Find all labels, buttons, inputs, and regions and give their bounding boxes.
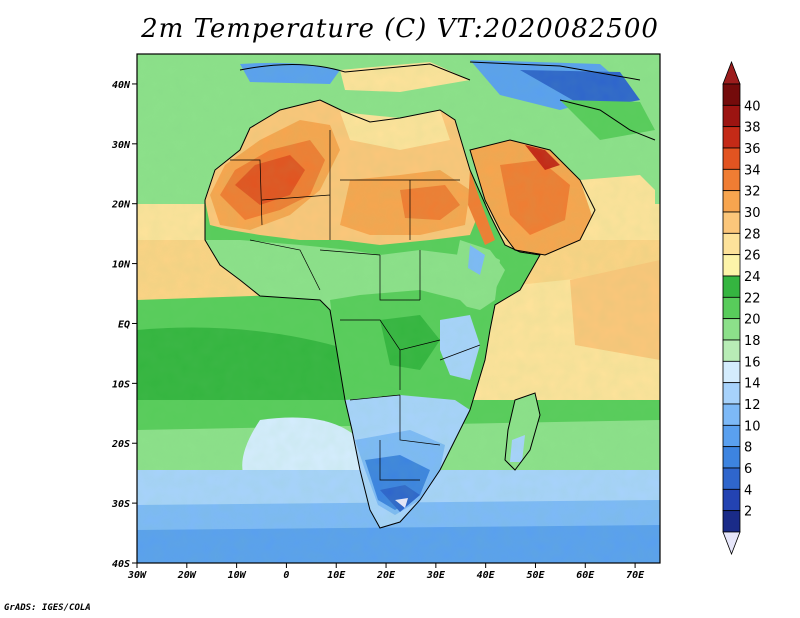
x-tick-label: 30E [426, 570, 446, 581]
colorbar-segment [722, 254, 741, 277]
y-tick-label: 20S [111, 439, 130, 450]
plot-frame [136, 53, 661, 564]
y-tick-label: 30N [111, 140, 131, 151]
colorbar-label: 14 [744, 377, 761, 392]
colorbar-segment [722, 488, 741, 512]
colorbar-label: 8 [744, 441, 752, 456]
colorbar-segment [722, 104, 741, 128]
x-tick-label: 10E [327, 570, 346, 581]
colorbar-label: 36 [744, 142, 761, 157]
x-axis-ticks: 30W 20W 10W 0 10E 20E 30E 40E 50E 60E 70E [127, 563, 645, 581]
colorbar-label: 26 [744, 249, 761, 264]
colorbar-segment [722, 275, 741, 298]
colorbar-label: 24 [744, 270, 761, 285]
x-tick-label: 20E [376, 570, 396, 581]
colorbar-label: 22 [744, 291, 761, 306]
colorbar-label: 10 [744, 419, 761, 434]
colorbar-segment [722, 318, 741, 341]
x-tick-label: 0 [283, 570, 289, 581]
x-tick-label: 20W [177, 570, 197, 581]
colorbar-label: 16 [744, 355, 761, 370]
y-axis-ticks: 40N 30N 20N 10N EQ 10S 20S 30S 40S [111, 80, 137, 570]
x-tick-label: 30W [127, 570, 147, 581]
colorbar-label: 4 [744, 483, 752, 498]
temperature-field [137, 54, 660, 563]
colorbar-segment [722, 190, 741, 213]
colorbar-label: 30 [744, 206, 761, 221]
colorbar-segment [722, 126, 741, 149]
colorbar-segment [722, 382, 741, 405]
x-tick-label: 10W [228, 570, 247, 581]
y-tick-label: 30S [111, 499, 130, 510]
x-tick-label: 50E [526, 570, 545, 581]
colorbar-label: 32 [744, 185, 761, 200]
colorbar-segment [722, 424, 741, 448]
colorbar-extend-low [722, 531, 741, 556]
colorbar-segment [722, 360, 741, 384]
y-tick-label: 40N [112, 80, 131, 91]
y-tick-label: 10N [112, 260, 131, 271]
colorbar-label: 6 [744, 462, 752, 477]
y-tick-label: 10S [112, 379, 130, 390]
chart-title: 2m Temperature (C) VT:2020082500 [141, 14, 659, 44]
colorbar-segment [722, 296, 741, 320]
colorbar-segment [722, 339, 741, 362]
colorbar-label: 2 [744, 505, 752, 520]
colorbar-segment [722, 446, 741, 469]
y-tick-label: 20N [111, 200, 131, 211]
colorbar-extend-high [722, 60, 741, 85]
colorbar-label: 28 [744, 227, 761, 242]
x-tick-label: 60E [576, 570, 595, 581]
colorbar-label: 18 [744, 334, 761, 349]
colorbar-segment [722, 168, 741, 192]
x-tick-label: 40E [477, 570, 496, 581]
colorbar-segment [722, 147, 741, 170]
colorbar-label: 20 [744, 313, 761, 328]
colorbar-label: 38 [744, 121, 761, 136]
colorbar-segment [722, 403, 741, 426]
colorbar-label: 12 [744, 398, 761, 413]
colorbar-segment [722, 211, 741, 234]
y-tick-label: 40S [112, 559, 130, 570]
colorbar-segment [722, 510, 741, 533]
colorbar-label: 34 [744, 163, 761, 178]
colorbar-label: 40 [744, 99, 761, 114]
colorbar-segment [722, 467, 741, 490]
x-tick-label: 70E [626, 570, 645, 581]
grads-credit: GrADS: IGES/COLA [4, 603, 91, 613]
colorbar-segment [722, 232, 741, 256]
colorbar-segment [722, 83, 741, 106]
y-tick-label: EQ [118, 319, 130, 330]
